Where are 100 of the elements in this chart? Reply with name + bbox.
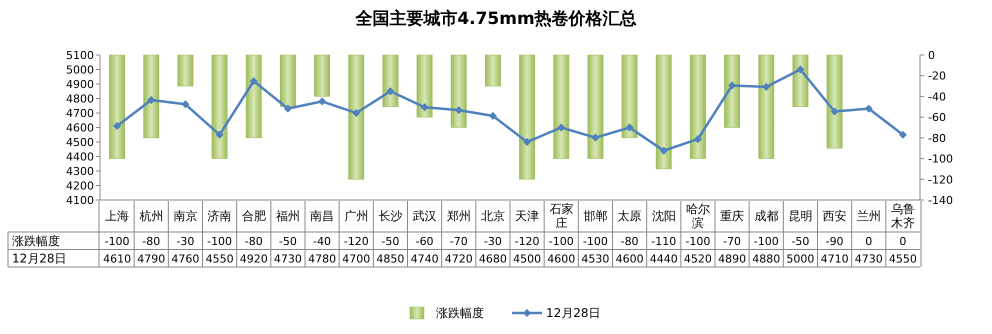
data-label: 4530 [581,252,610,266]
y-tick-label: 5100 [66,49,94,62]
x-tick-label: 长沙 [378,209,402,223]
data-label: 4760 [171,252,200,266]
point [660,146,668,155]
x-tick-label: 南昌 [310,209,334,223]
text: 12月28日 [12,252,67,266]
y-tick-label: 4500 [66,136,94,149]
data-label: 5000 [786,252,814,266]
data-label: 4730 [274,252,302,266]
data-label: -100 [582,235,608,248]
data-label: -80 [142,235,160,248]
y-tick-label: 4100 [66,194,94,207]
y2-tick-label: -80 [928,132,946,145]
point [216,130,224,139]
point [113,122,122,130]
data-label: 4600 [547,252,576,266]
data-label: -60 [416,235,434,248]
data-label: -40 [313,235,332,248]
data-label: 4710 [820,252,849,266]
y2-tick-label: 0 [928,49,935,62]
x-tick-label: 广州 [344,209,368,223]
y-tick-label: 4800 [66,92,94,106]
data-label: -100 [548,235,574,248]
point [147,96,156,104]
data-label: -100 [104,235,130,248]
x-tick-label: 济南 [208,209,232,223]
data-label: -90 [826,235,844,248]
data-label: 4550 [888,252,917,266]
data-label: -50 [381,235,400,248]
point [796,66,804,74]
y-tick-label: 4300 [66,165,94,178]
y-tick-label: 5000 [66,64,94,76]
data-label: -70 [450,235,468,248]
point [181,100,190,108]
data-label: 4600 [616,252,644,266]
point [898,130,907,139]
data-label: 4790 [137,252,166,266]
data-label: -100 [754,235,779,248]
data-label: 4850 [376,252,404,266]
data-label: -100 [685,235,710,248]
x-tick-label: 石家庄 [549,202,574,230]
data-label: -120 [344,235,369,248]
data-label: 0 [899,235,906,248]
data-label: -50 [791,235,810,248]
y2-tick-label: -140 [928,194,953,207]
data-label: -120 [514,235,540,248]
x-tick-label: 哈尔滨 [686,202,710,230]
x-tick-label: 南京 [173,209,198,223]
data-label: -30 [484,235,502,248]
text: 涨跌幅度 [12,234,60,248]
data-label: 0 [865,235,872,248]
x-tick-label: 邯郸 [583,209,608,223]
x-tick-label: 天津 [515,209,540,223]
x-tick-label: 福州 [276,209,300,223]
data-label: 4680 [478,252,507,266]
point [284,104,292,113]
y2-tick-label: -120 [928,173,953,186]
data-label: -70 [723,235,742,248]
data-label: 4610 [103,252,132,266]
y2-tick-label: -60 [928,111,946,124]
y2-tick-label: -100 [928,152,953,166]
point [694,135,702,144]
x-tick-label: 杭州 [138,209,164,223]
x-tick-label: 上海 [105,209,130,223]
x-tick-label: 北京 [480,209,505,223]
legend-涨跌幅度: 涨跌幅度 [410,306,484,320]
data-label: -110 [651,235,676,248]
x-tick-label: 武汉 [412,209,437,223]
legend-label: 12月28日 [546,306,601,320]
x-tick-label: 乌鲁木齐 [890,202,915,230]
point [352,109,360,117]
legend-label: 涨跌幅度 [436,306,484,320]
data-label: 4550 [206,252,234,266]
x-tick-label: 兰州 [856,209,881,223]
x-tick-label: 郑州 [446,209,471,223]
data-label: -100 [207,235,232,248]
point [626,124,634,132]
x-tick-label: 太原 [618,209,642,223]
x-tick-label: 昆明 [788,209,812,223]
x-tick-label: 成都 [754,209,778,223]
point [318,97,326,106]
point [420,103,429,112]
data-label: 4730 [854,252,883,266]
point [591,134,600,142]
point [864,104,873,113]
y-tick-label: 4900 [66,78,94,91]
data-label: -80 [244,235,263,248]
data-label: 4720 [444,252,473,266]
point [557,124,566,132]
y-tick-label: 4600 [66,122,94,134]
point [386,87,394,96]
x-tick-label: 西安 [822,209,847,223]
data-label: -30 [176,235,194,248]
point [250,77,258,86]
data-label: -80 [620,235,639,248]
data-label: 4520 [684,252,712,266]
point [523,138,532,146]
data-label: 4780 [308,252,336,266]
data-label: 4880 [752,252,780,266]
